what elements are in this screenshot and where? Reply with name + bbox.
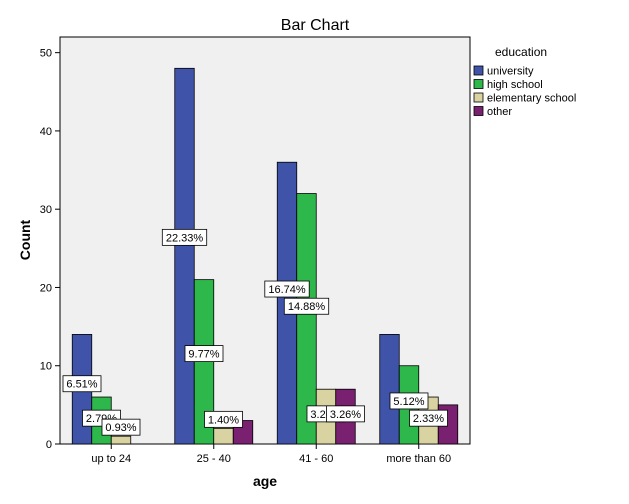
- y-tick-label: 40: [40, 126, 52, 138]
- data-label: 14.88%: [288, 301, 326, 313]
- legend-label: high school: [487, 79, 543, 91]
- data-labels-group: 6.51%2.79%0.93%22.33%9.77%1.40%16.74%14.…: [62, 228, 448, 436]
- legend-label: other: [487, 106, 512, 118]
- bar: [296, 193, 317, 445]
- legend-label: elementary school: [487, 93, 576, 105]
- data-label-box: [389, 392, 429, 410]
- data-label-box: [204, 410, 243, 428]
- data-label-box: [409, 409, 448, 427]
- legend-title: education: [495, 45, 547, 59]
- x-tick-label: more than 60: [386, 453, 451, 465]
- bar: [213, 427, 234, 445]
- legend-swatch: [473, 79, 484, 89]
- data-label: 0.93%: [105, 422, 136, 434]
- x-axis-ticks: up to 24 25 - 40 41 - 60 more than 60: [91, 444, 451, 465]
- data-label: 5.12%: [393, 396, 424, 408]
- bar: [174, 67, 195, 445]
- bar: [379, 334, 400, 445]
- bar: [110, 435, 132, 445]
- y-tick-label: 10: [40, 361, 52, 373]
- x-tick-label: 41 - 60: [299, 453, 333, 465]
- x-axis-title: age: [253, 473, 277, 489]
- data-label-box: [101, 418, 141, 436]
- y-axis-title: Count: [17, 219, 33, 260]
- y-tick-label: 20: [40, 282, 52, 294]
- data-label: 16.74%: [268, 284, 306, 296]
- legend-label: university: [487, 66, 534, 78]
- data-label-box: [161, 228, 208, 246]
- data-label: 3.26%: [330, 409, 361, 421]
- x-tick-label: 25 - 40: [197, 453, 231, 465]
- y-tick-label: 30: [40, 204, 52, 216]
- x-tick-label: up to 24: [91, 453, 131, 465]
- legend-swatch: [473, 92, 484, 103]
- y-axis-ticks: 0 10 20 30 40 50: [40, 48, 60, 451]
- data-label-box: [62, 375, 102, 393]
- data-label: 6.51%: [66, 379, 97, 391]
- legend-swatch: [473, 106, 484, 116]
- chart-title: Bar Chart: [281, 17, 350, 34]
- data-label: 1.40%: [208, 414, 239, 426]
- y-tick-label: 0: [46, 439, 52, 451]
- data-label: 2.33%: [413, 413, 444, 425]
- data-label-box: [264, 280, 310, 298]
- data-label-box: [184, 345, 224, 362]
- data-label-box: [326, 405, 365, 423]
- data-label: 22.33%: [166, 232, 204, 244]
- data-label-box: [283, 297, 330, 315]
- y-tick-label: 50: [40, 48, 52, 60]
- legend-swatch: [473, 65, 484, 76]
- data-label: 9.77%: [188, 349, 219, 361]
